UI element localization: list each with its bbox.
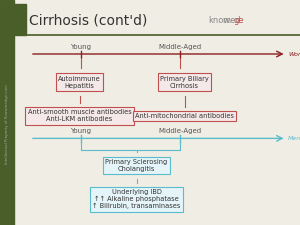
Text: know: know — [208, 16, 231, 25]
Text: Autoimmune
Hepatitis: Autoimmune Hepatitis — [58, 76, 101, 89]
Text: med: med — [223, 16, 241, 25]
Text: Anti-mitochondrial antibodies: Anti-mitochondrial antibodies — [135, 113, 234, 119]
Text: Middle-Aged: Middle-Aged — [158, 43, 202, 50]
Text: Anti-smooth muscle antibodies
Anti-LKM antibodies: Anti-smooth muscle antibodies Anti-LKM a… — [28, 109, 131, 122]
Text: Young: Young — [70, 43, 92, 50]
Bar — [0, 0, 14, 225]
Bar — [14, 4, 26, 35]
Text: Young: Young — [70, 128, 92, 134]
Text: Cirrhosis (cont'd): Cirrhosis (cont'd) — [29, 14, 147, 27]
Text: Men: Men — [288, 136, 300, 141]
Text: Primary Biliary
Cirrhosis: Primary Biliary Cirrhosis — [160, 76, 209, 89]
Text: Women: Women — [288, 52, 300, 56]
Text: Primary Sclerosing
Cholangitis: Primary Sclerosing Cholangitis — [105, 159, 168, 172]
Text: ge: ge — [233, 16, 244, 25]
Text: Underlying IBD
↑↑ Alkaline phosphatase
↑ Bilirubin, transaminases: Underlying IBD ↑↑ Alkaline phosphatase ↑… — [92, 189, 181, 209]
Text: Middle-Aged: Middle-Aged — [158, 128, 202, 134]
Text: Intellectual Property of Knowmedge.com: Intellectual Property of Knowmedge.com — [5, 84, 10, 164]
